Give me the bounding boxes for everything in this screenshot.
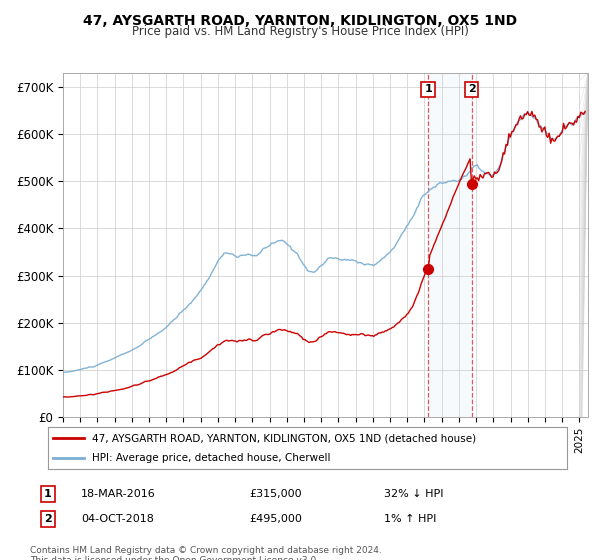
- Text: 47, AYSGARTH ROAD, YARNTON, KIDLINGTON, OX5 1ND: 47, AYSGARTH ROAD, YARNTON, KIDLINGTON, …: [83, 14, 517, 28]
- Text: 1: 1: [44, 489, 52, 499]
- Text: 2: 2: [44, 514, 52, 524]
- Text: 04-OCT-2018: 04-OCT-2018: [81, 514, 154, 524]
- Text: £315,000: £315,000: [249, 489, 302, 499]
- Text: £495,000: £495,000: [249, 514, 302, 524]
- Text: 1% ↑ HPI: 1% ↑ HPI: [384, 514, 436, 524]
- Text: 32% ↓ HPI: 32% ↓ HPI: [384, 489, 443, 499]
- Text: HPI: Average price, detached house, Cherwell: HPI: Average price, detached house, Cher…: [92, 453, 331, 463]
- Bar: [428, 73, 472, 417]
- Text: 18-MAR-2016: 18-MAR-2016: [81, 489, 156, 499]
- Text: 47, AYSGARTH ROAD, YARNTON, KIDLINGTON, OX5 1ND (detached house): 47, AYSGARTH ROAD, YARNTON, KIDLINGTON, …: [92, 433, 476, 444]
- Text: Price paid vs. HM Land Registry's House Price Index (HPI): Price paid vs. HM Land Registry's House …: [131, 25, 469, 38]
- Text: Contains HM Land Registry data © Crown copyright and database right 2024.
This d: Contains HM Land Registry data © Crown c…: [30, 546, 382, 560]
- Text: 1: 1: [424, 85, 432, 94]
- Text: 2: 2: [468, 85, 476, 94]
